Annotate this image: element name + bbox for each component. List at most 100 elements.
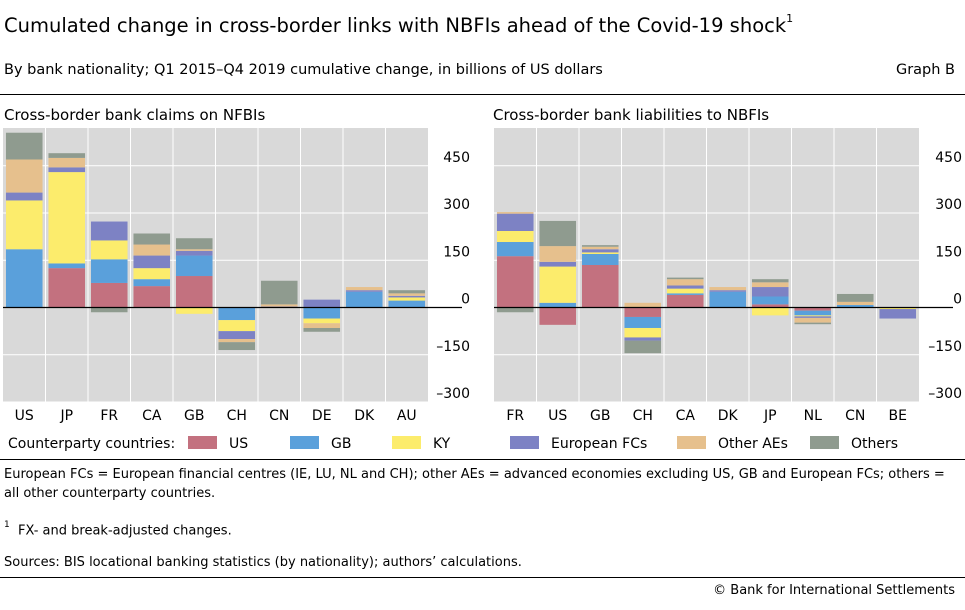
- bar-us-other-aes: [539, 246, 577, 262]
- bar-cn-other-aes: [836, 301, 874, 305]
- x-category-label: FR: [100, 408, 118, 424]
- bar-dk-gb: [709, 291, 747, 308]
- chart-title: Cumulated change in cross-border links w…: [4, 11, 794, 38]
- bar-ch-others: [624, 340, 662, 354]
- bar-ch-gb: [218, 307, 256, 321]
- bar-dk-european-fcs: [345, 290, 383, 292]
- bar-jp-us: [751, 304, 789, 308]
- bar-ca-us: [133, 286, 171, 308]
- bar-gb-ky: [581, 252, 619, 254]
- sources-note: Sources: BIS locational banking statisti…: [4, 555, 522, 570]
- bar-ca-ky: [666, 288, 704, 294]
- bar-nl-others: [794, 322, 832, 325]
- x-category-label: CA: [676, 408, 696, 424]
- bar-nl-gb: [794, 310, 832, 316]
- legend-item-others: Others: [810, 436, 898, 452]
- legend-item-ky: KY: [392, 436, 450, 452]
- bar-nl-us: [794, 307, 832, 311]
- bar-gb-gb: [175, 255, 213, 277]
- bar-us-gb: [539, 302, 577, 308]
- bar-ch-gb: [624, 316, 662, 328]
- bar-jp-european-fcs: [751, 287, 789, 297]
- bar-dk-other-aes: [709, 287, 747, 291]
- x-category-label: JP: [59, 408, 73, 424]
- bar-jp-other-aes: [751, 282, 789, 288]
- x-category-label: DK: [354, 408, 375, 424]
- bar-us-others: [539, 220, 577, 247]
- chart-subtitle: By bank nationality; Q1 2015–Q4 2019 cum…: [4, 62, 603, 78]
- bar-jp-gb: [751, 296, 789, 305]
- bar-ca-ky: [133, 268, 171, 280]
- x-category-label: CN: [269, 408, 289, 424]
- bar-ch-ky: [218, 320, 256, 332]
- x-category-label: US: [548, 408, 567, 424]
- bar-ch-other-aes: [218, 339, 256, 343]
- bar-dk-other-aes: [345, 287, 383, 291]
- bar-cn-others: [260, 280, 298, 305]
- bar-ca-european-fcs: [133, 255, 171, 269]
- bar-jp-other-aes: [48, 157, 86, 168]
- legend-item-us: US: [188, 436, 248, 452]
- legend-item-other-aes: Other AEs: [677, 436, 788, 452]
- bar-fr-us: [496, 256, 534, 308]
- y-tick-label: 150: [935, 244, 962, 260]
- bar-us-ky: [5, 200, 43, 250]
- x-category-label: CH: [633, 408, 653, 424]
- y-tick-label: 0: [953, 292, 962, 308]
- x-category-label: DK: [718, 408, 739, 424]
- y-tick-label: 150: [443, 244, 470, 260]
- y-tick-label: –150: [928, 339, 962, 355]
- x-category-label: CH: [227, 408, 247, 424]
- bar-de-other-aes: [303, 323, 341, 328]
- bar-gb-other-aes: [581, 246, 619, 250]
- legend-swatch-other-aes: [677, 436, 706, 449]
- x-category-label: US: [15, 408, 34, 424]
- graph-label: Graph B: [895, 62, 955, 78]
- x-category-label: BE: [889, 408, 907, 424]
- bar-de-european-fcs: [303, 299, 341, 308]
- y-tick-label: 300: [935, 197, 962, 213]
- x-category-label: JP: [763, 408, 777, 424]
- bar-ca-us: [666, 294, 704, 308]
- x-category-label: GB: [590, 408, 610, 424]
- bar-be-european-fcs: [879, 309, 917, 319]
- bar-jp-ky: [48, 172, 86, 264]
- bar-be-ky: [879, 307, 917, 310]
- x-category-label: DE: [312, 408, 332, 424]
- bar-ch-european-fcs: [624, 337, 662, 341]
- bar-au-other-aes: [388, 293, 426, 296]
- bar-dk-gb: [345, 291, 383, 308]
- x-category-label: CN: [845, 408, 865, 424]
- bar-cn-gb: [836, 304, 874, 308]
- bar-gb-ky: [175, 307, 213, 314]
- bar-jp-ky: [751, 307, 789, 316]
- copyright: © Bank for International Settlements: [713, 583, 955, 598]
- x-category-label: NL: [804, 408, 822, 424]
- bar-fr-ky: [496, 230, 534, 243]
- y-tick-label: –300: [436, 386, 470, 402]
- legend-rule: [0, 459, 965, 460]
- bar-ca-other-aes: [666, 279, 704, 286]
- legend-swatch-european-fcs: [510, 436, 539, 449]
- legend-item-gb: GB: [290, 436, 351, 452]
- y-tick-label: 0: [461, 292, 470, 308]
- legend-swatch-gb: [290, 436, 319, 449]
- bar-fr-gb: [90, 259, 128, 283]
- right-panel-title: Cross-border bank liabilities to NBFIs: [493, 106, 770, 124]
- bar-us-european-fcs: [5, 192, 43, 201]
- legend-swatch-us: [188, 436, 217, 449]
- bar-gb-european-fcs: [175, 250, 213, 256]
- bar-au-gb: [388, 300, 426, 308]
- header-rule: [0, 94, 965, 95]
- legend: Counterparty countries: US GB KY Europea…: [4, 434, 964, 456]
- bar-us-ky: [539, 266, 577, 303]
- bar-ch-other-aes: [624, 302, 662, 308]
- bar-ca-others: [133, 233, 171, 245]
- bar-ch-others: [218, 342, 256, 351]
- bar-gb-others: [581, 245, 619, 247]
- bar-fr-european-fcs: [496, 213, 534, 231]
- bar-jp-us: [48, 268, 86, 308]
- footnote: 1 FX- and break-adjusted changes.: [4, 520, 232, 539]
- bar-ca-other-aes: [133, 244, 171, 256]
- bar-fr-others: [90, 307, 128, 313]
